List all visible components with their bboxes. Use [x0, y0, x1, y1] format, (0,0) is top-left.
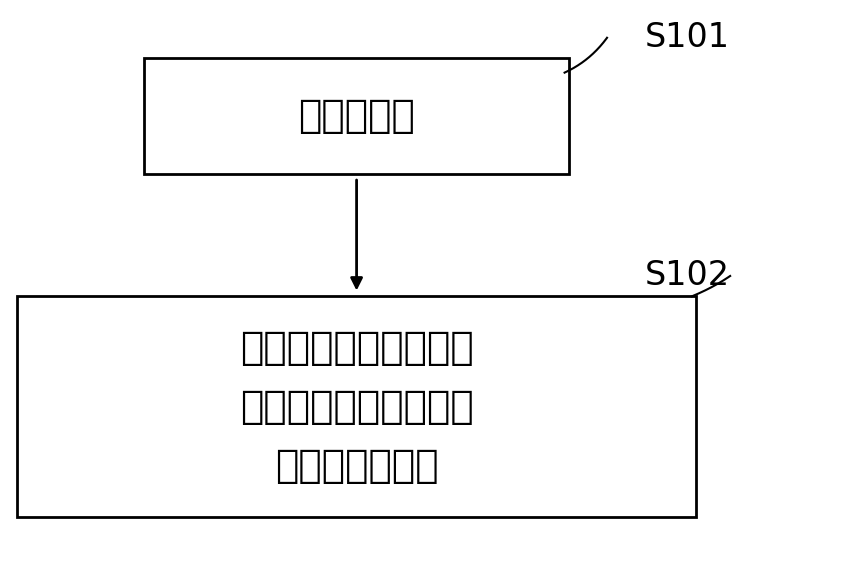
Text: 从光能转化增益系列中
选择与所述光强値匹配
的光能转化增益: 从光能转化增益系列中 选择与所述光强値匹配 的光能转化增益 [239, 329, 474, 485]
FancyBboxPatch shape [144, 58, 569, 174]
FancyBboxPatch shape [17, 296, 696, 517]
Text: 计算光强値: 计算光强値 [298, 97, 415, 135]
Text: S102: S102 [645, 260, 730, 292]
Text: S101: S101 [645, 21, 730, 54]
